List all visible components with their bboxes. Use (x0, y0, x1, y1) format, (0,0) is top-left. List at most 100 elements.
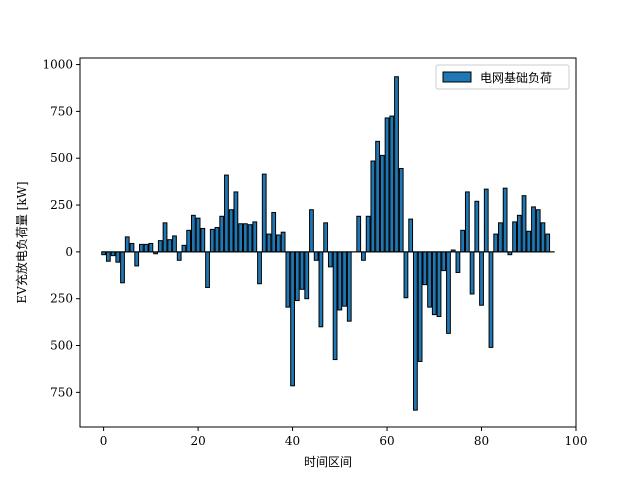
bar (105, 251, 111, 262)
bar (181, 244, 187, 253)
bar (172, 235, 177, 253)
bar (389, 115, 395, 253)
bar (394, 76, 399, 253)
legend: 电网基础负荷 (435, 64, 570, 90)
bar (493, 233, 499, 253)
bar (323, 222, 329, 253)
bar (294, 251, 300, 302)
bar-series (101, 76, 555, 411)
bar (209, 228, 215, 253)
bar (110, 251, 116, 257)
bar (498, 222, 503, 253)
bar (483, 188, 489, 253)
bar (531, 206, 536, 253)
bar (257, 251, 262, 285)
bar (464, 191, 470, 253)
y-tick-label: 500 (50, 339, 73, 353)
bar (408, 218, 414, 253)
bar (276, 234, 281, 253)
bar (233, 191, 239, 253)
bar (474, 200, 480, 253)
legend-box (435, 64, 570, 90)
bar (290, 251, 295, 387)
bar (134, 251, 140, 267)
bar (205, 251, 210, 288)
bar (318, 251, 324, 328)
y-axis-label: EV充放电负荷量 [kW] (14, 181, 29, 303)
bar (266, 233, 272, 253)
bar (238, 223, 244, 253)
x-axis-label: 时间区间 (304, 455, 352, 469)
bar (271, 212, 277, 253)
bar (479, 251, 484, 306)
bar (455, 251, 461, 273)
bar (535, 209, 541, 253)
y-axis-ticks: 750 500 250 0 250 500 750 1000 (42, 58, 80, 399)
bar (167, 239, 173, 253)
bar (361, 251, 366, 261)
bar (521, 195, 527, 253)
bar (460, 229, 466, 253)
bar (252, 221, 258, 253)
bar (224, 174, 229, 253)
x-axis-ticks: 0 20 40 60 80 100 (100, 427, 588, 448)
x-tick-label: 100 (565, 434, 588, 448)
bar (346, 251, 352, 322)
bar (545, 233, 551, 253)
bar (398, 168, 404, 253)
bar (200, 227, 206, 253)
bar (242, 223, 248, 253)
x-tick-label: 0 (100, 434, 108, 448)
bar (370, 160, 376, 253)
y-tick-label: 1000 (42, 58, 73, 72)
x-tick-label: 60 (379, 434, 394, 448)
bar (488, 251, 494, 348)
y-tick-label: 0 (65, 245, 73, 259)
bar (356, 215, 362, 253)
bar (115, 251, 121, 263)
y-tick-label: 750 (50, 385, 73, 399)
bar (280, 231, 286, 253)
y-tick-label: 750 (50, 104, 73, 118)
bar (214, 227, 220, 253)
bar (342, 251, 347, 307)
bar (516, 214, 522, 253)
bar (124, 236, 130, 253)
bar (365, 215, 371, 253)
bar (313, 251, 319, 261)
bar (417, 251, 423, 362)
bar (162, 222, 168, 253)
y-tick-label: 250 (50, 198, 73, 212)
bar (332, 251, 338, 361)
plot-frame (79, 57, 577, 428)
bar (375, 140, 380, 253)
x-tick-label: 80 (474, 434, 489, 448)
bar (148, 242, 154, 253)
bar (379, 154, 385, 253)
bar (502, 187, 508, 253)
bar (422, 251, 428, 286)
bar (436, 251, 442, 317)
bar (512, 221, 517, 253)
bar (431, 251, 437, 316)
y-tick-label: 250 (50, 292, 73, 306)
bar (219, 215, 225, 253)
bar (247, 224, 253, 253)
bar (190, 214, 196, 253)
bar (427, 251, 432, 308)
x-tick-label: 40 (285, 434, 300, 448)
bar (186, 229, 192, 253)
bar (176, 251, 182, 261)
bar (384, 117, 390, 253)
bar (304, 251, 310, 300)
bar (337, 251, 343, 311)
bar (309, 209, 314, 253)
bar (143, 243, 149, 253)
bar (129, 242, 135, 253)
bar (446, 251, 451, 334)
bar (285, 251, 291, 308)
bar (120, 251, 125, 284)
bar (299, 251, 305, 290)
x-tick-label: 20 (190, 434, 205, 448)
